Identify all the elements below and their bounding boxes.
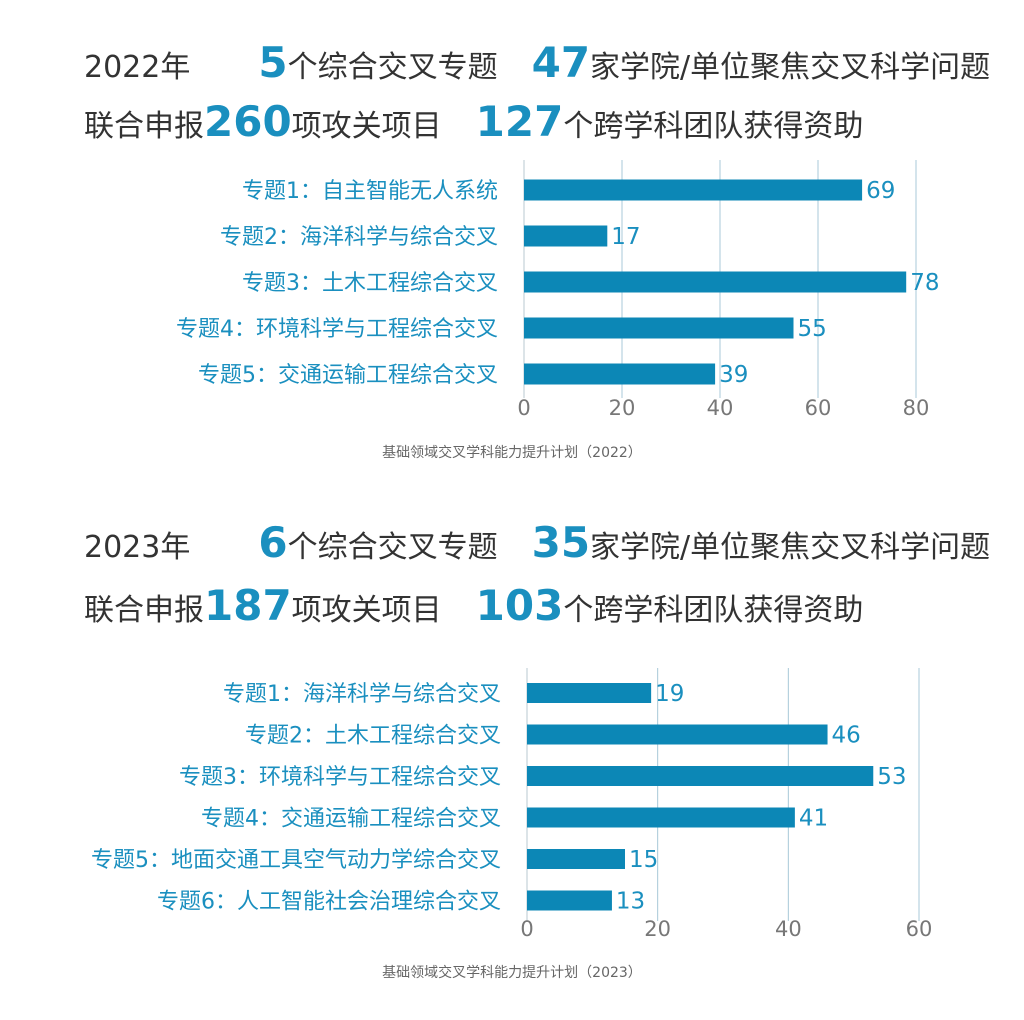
bar: [524, 317, 794, 339]
value-label: 69: [866, 178, 895, 204]
x-tick-label: 40: [707, 396, 734, 420]
value-label: 41: [799, 806, 828, 832]
college-count-label: 家学院/单位聚焦交叉科学问题: [590, 530, 991, 565]
bar: [527, 766, 874, 786]
value-label: 15: [629, 847, 658, 873]
category-label: 专题1：海洋科学与综合交叉: [223, 682, 501, 707]
topic-count: 6: [258, 518, 288, 567]
team-count-label: 个跨学科团队获得资助: [563, 593, 864, 628]
bar: [524, 225, 608, 247]
joint-apply-label: 联合申报: [84, 593, 204, 628]
value-label: 17: [611, 224, 640, 250]
headline-2023-line1: 2023年 6个综合交叉专题 35家学院/单位聚焦交叉科学问题: [84, 522, 990, 564]
value-label: 46: [832, 723, 861, 749]
topic-count: 5: [258, 38, 288, 87]
topic-count-label: 个综合交叉专题: [287, 50, 498, 85]
project-count-label: 项攻关项目: [291, 593, 442, 628]
value-label: 13: [616, 889, 645, 915]
bar-chart-2023: 0 20 40 60 专题1：海洋科学与综合交叉 19 专题2：土木工程综合交叉 46 专题3：…: [91, 668, 933, 941]
chart-caption-2022: 基础领域交叉学科能力提升计划（2022）: [382, 445, 642, 461]
bar: [527, 683, 652, 703]
value-label: 55: [798, 316, 827, 342]
x-tick-label: 20: [644, 917, 671, 941]
bar-chart-2022: 0 20 40 60 80 专题1：自主智能无人系统 69 专题2：海洋科学与综合交叉 17 专题…: [176, 160, 939, 420]
category-label: 专题4：环境科学与工程综合交叉: [176, 317, 498, 342]
headline-2022-line1: 2022年 5个综合交叉专题 47家学院/单位聚焦交叉科学问题: [84, 42, 990, 84]
bar: [527, 724, 828, 745]
category-label: 专题6：人工智能社会治理综合交叉: [157, 890, 501, 915]
category-label: 专题4：交通运输工程综合交叉: [201, 807, 501, 832]
category-label: 专题2：海洋科学与综合交叉: [220, 225, 498, 250]
x-tick-label: 20: [609, 396, 636, 420]
category-label: 专题5：交通运输工程综合交叉: [198, 363, 498, 388]
value-label: 39: [719, 362, 748, 388]
project-count: 187: [204, 581, 292, 630]
x-tick-label: 40: [775, 917, 802, 941]
college-count-label: 家学院/单位聚焦交叉科学问题: [590, 50, 991, 85]
value-label: 53: [877, 764, 906, 790]
project-count: 260: [204, 97, 292, 146]
team-count: 103: [475, 581, 564, 630]
category-label: 专题5：地面交通工具空气动力学综合交叉: [91, 848, 501, 873]
category-label: 专题1：自主智能无人系统: [242, 179, 498, 204]
bar: [527, 849, 625, 869]
team-count: 127: [475, 97, 564, 146]
topic-count-label: 个综合交叉专题: [287, 530, 498, 565]
category-label: 专题3：环境科学与工程综合交叉: [179, 765, 501, 790]
bar: [524, 271, 907, 293]
bar: [524, 179, 863, 201]
x-tick-label: 80: [903, 396, 930, 420]
x-tick-label: 60: [805, 396, 832, 420]
category-label: 专题2：土木工程综合交叉: [245, 724, 501, 749]
college-count: 35: [531, 518, 591, 567]
headline-2022-line2: 联合申报260项攻关项目 127个跨学科团队获得资助: [84, 101, 863, 143]
college-count: 47: [531, 38, 591, 87]
team-count-label: 个跨学科团队获得资助: [563, 109, 864, 144]
headline-2023-line2: 联合申报187项攻关项目 103个跨学科团队获得资助: [84, 585, 863, 627]
year-label: 2022年: [84, 50, 191, 85]
joint-apply-label: 联合申报: [84, 109, 204, 144]
chart-caption-2023: 基础领域交叉学科能力提升计划（2023）: [382, 965, 642, 981]
value-label: 78: [910, 270, 939, 296]
year-label: 2023年: [84, 530, 191, 565]
bar: [524, 363, 716, 385]
x-tick-label: 0: [520, 917, 533, 941]
project-count-label: 项攻关项目: [291, 109, 442, 144]
value-label: 19: [655, 681, 684, 707]
x-tick-label: 60: [906, 917, 933, 941]
bar: [527, 807, 795, 828]
x-tick-label: 0: [517, 396, 530, 420]
bar: [527, 890, 612, 911]
category-label: 专题3：土木工程综合交叉: [242, 271, 498, 296]
